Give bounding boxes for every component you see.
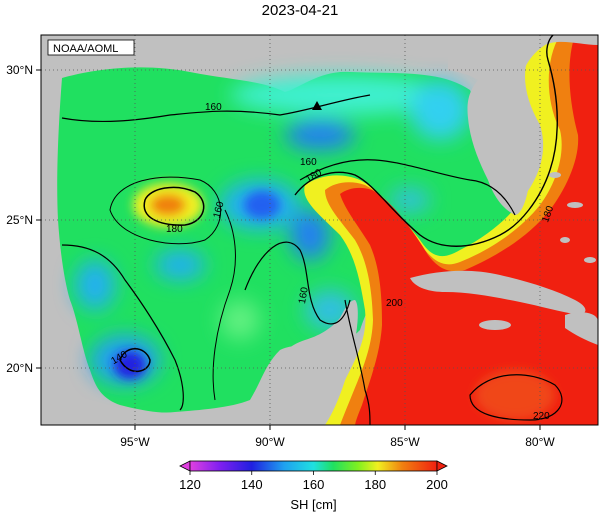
bahamas-island <box>549 172 561 178</box>
colorbar-high-arrow <box>436 460 448 472</box>
contour-label: 180 <box>166 224 183 235</box>
x-tick-label: 95°W <box>120 435 150 449</box>
y-tick-label: 30°N <box>6 63 33 77</box>
florida-land <box>448 35 598 215</box>
colorbar-tick-label: 180 <box>364 477 386 492</box>
contour-label: 220 <box>533 411 550 422</box>
colorbar-unit-label: SH [cm] <box>290 497 336 512</box>
jamaica-land <box>479 320 511 330</box>
bahamas-island <box>584 257 596 263</box>
triangle-marker <box>312 101 322 110</box>
gulf-water <box>57 67 520 413</box>
colorbar-tick-label: 200 <box>426 477 448 492</box>
colorbar: 120 140 160 180 200 SH [cm] <box>179 460 448 512</box>
hispaniola-land <box>565 312 598 345</box>
map-title: 2023-04-21 <box>261 2 339 19</box>
bahamas-island <box>567 202 583 208</box>
y-tick-label: 25°N <box>6 213 33 227</box>
colorbar-low-arrow <box>179 460 191 472</box>
yucatan-land <box>262 300 358 425</box>
x-tick-label: 90°W <box>255 435 285 449</box>
mexico-land <box>41 390 175 425</box>
colorbar-tick-label: 120 <box>179 477 201 492</box>
contour-label: 160 <box>212 200 227 219</box>
loop-current <box>304 35 598 425</box>
cuba-land <box>410 270 586 315</box>
contour-lines <box>61 35 563 425</box>
bahamas-island <box>560 237 570 243</box>
credit-box <box>47 39 135 56</box>
colorbar-gradient <box>189 460 438 472</box>
credit-label: NOAA/AOML <box>53 43 118 55</box>
x-tick-label: 85°W <box>390 435 420 449</box>
y-tick-label: 20°N <box>6 361 33 375</box>
contour-label: 160 <box>297 286 311 305</box>
x-tick-label: 80°W <box>525 435 555 449</box>
colorbar-tick-label: 160 <box>303 477 325 492</box>
map-frame <box>40 34 599 426</box>
contour-label: 160 <box>300 157 317 168</box>
colorbar-tick-label: 140 <box>241 477 263 492</box>
contour-label: 160 <box>205 102 222 113</box>
contour-label: 200 <box>386 298 403 309</box>
graticule <box>41 35 598 425</box>
